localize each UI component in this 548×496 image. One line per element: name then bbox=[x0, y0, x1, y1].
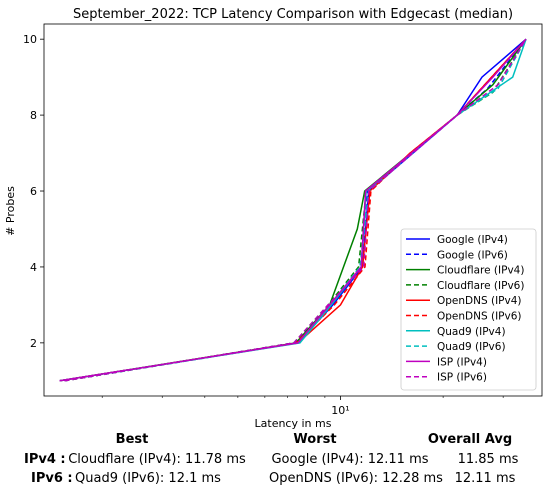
legend-label: Google (IPv6) bbox=[437, 249, 508, 261]
ipv6-worst: OpenDNS (IPv6): 12.28 ms bbox=[269, 471, 443, 486]
legend: Google (IPv4) Google (IPv6) Cloudflare (IP… bbox=[400, 228, 537, 391]
ipv6-best: Quad9 (IPv6): 12.1 ms bbox=[75, 471, 221, 486]
y-tick-label: 8 bbox=[30, 109, 37, 122]
ipv6-avg: 12.11 ms bbox=[454, 471, 516, 486]
row-label-ipv4: IPv4 : bbox=[24, 452, 66, 467]
x-axis-label: Latency in ms bbox=[255, 417, 332, 430]
chart: September_2022: TCP Latency Comparison w… bbox=[4, 7, 543, 430]
legend-label: Quad9 (IPv6) bbox=[437, 341, 506, 353]
legend-label: ISP (IPv6) bbox=[437, 372, 487, 384]
legend-label: Google (IPv4) bbox=[437, 234, 508, 246]
legend-label: Cloudflare (IPv4) bbox=[437, 265, 524, 277]
ipv4-best: Cloudflare (IPv4): 11.78 ms bbox=[68, 452, 246, 467]
header-worst: Worst bbox=[293, 432, 337, 447]
legend-label: OpenDNS (IPv4) bbox=[437, 295, 522, 307]
ipv4-avg: 11.85 ms bbox=[457, 452, 519, 467]
header-overall-avg: Overall Avg bbox=[427, 432, 513, 447]
summary-table: Best Worst Overall Avg IPv4 : Cloudflare… bbox=[0, 430, 548, 496]
legend-label: ISP (IPv4) bbox=[437, 356, 487, 368]
plot-frame bbox=[43, 23, 543, 397]
series-line-isp-ipv4 bbox=[59, 38, 527, 382]
y-tick-label: 10 bbox=[23, 33, 37, 46]
plot-area: 2 4 6 8 10 10¹ bbox=[23, 23, 543, 417]
header-best: Best bbox=[115, 432, 149, 447]
y-tick-label: 6 bbox=[30, 185, 37, 198]
row-label-ipv6: IPv6 : bbox=[31, 471, 73, 486]
x-tick-label: 10¹ bbox=[331, 404, 349, 417]
chart-title: September_2022: TCP Latency Comparison w… bbox=[73, 7, 513, 22]
legend-label: Cloudflare (IPv6) bbox=[437, 280, 524, 292]
y-tick-label: 2 bbox=[30, 337, 37, 350]
legend-box bbox=[400, 228, 537, 391]
series-line-isp-ipv6 bbox=[64, 38, 527, 382]
legend-label: Quad9 (IPv4) bbox=[437, 326, 506, 338]
y-tick-label: 4 bbox=[30, 261, 37, 274]
ipv4-worst: Google (IPv4): 12.11 ms bbox=[271, 452, 429, 467]
y-axis-label: # Probes bbox=[4, 186, 17, 236]
legend-label: OpenDNS (IPv6) bbox=[437, 311, 522, 323]
